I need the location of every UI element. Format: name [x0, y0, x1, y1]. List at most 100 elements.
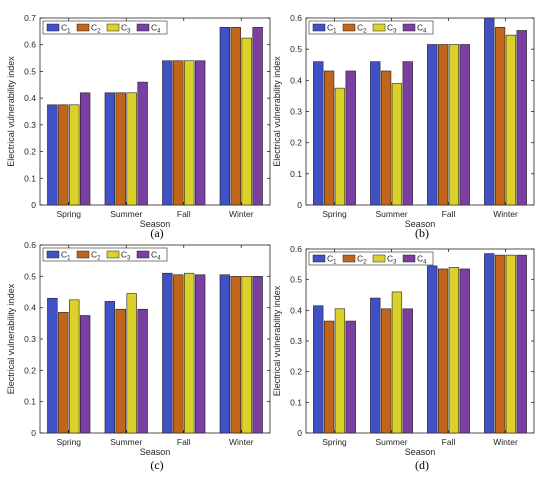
bar — [252, 276, 263, 434]
y-tick-label: 0.5 — [24, 66, 36, 76]
legend-label: C1 — [61, 250, 71, 262]
y-tick-label: 0 — [31, 428, 36, 438]
bar — [459, 268, 470, 434]
bar — [494, 27, 506, 206]
bar — [241, 276, 252, 434]
bar — [391, 291, 403, 434]
bar — [47, 104, 58, 206]
x-tick-label: Winter — [229, 209, 254, 219]
legend-label: C3 — [387, 254, 397, 266]
x-tick-label: Winter — [229, 437, 254, 447]
bar — [126, 293, 137, 434]
panel-label: (d) — [415, 458, 429, 472]
bar — [437, 268, 449, 434]
bar — [313, 61, 324, 206]
y-tick-label: 0.6 — [24, 40, 36, 50]
legend-swatch — [46, 250, 60, 259]
x-axis-label: Season — [405, 447, 436, 457]
y-tick-label: 0.4 — [24, 303, 36, 313]
panel-label: (b) — [415, 226, 429, 240]
bar — [69, 104, 80, 206]
legend-box — [308, 251, 434, 266]
y-tick-label: 0 — [297, 200, 302, 210]
bar — [115, 308, 126, 434]
y-tick-label: 0.2 — [24, 365, 36, 375]
y-tick-label: 0.5 — [24, 271, 36, 281]
legend-swatch — [342, 23, 356, 32]
legend-swatch — [372, 23, 386, 32]
y-tick-label: 0.6 — [290, 244, 302, 254]
bar — [219, 274, 231, 434]
bar — [427, 44, 438, 206]
bar — [104, 92, 116, 206]
y-tick-label: 0 — [31, 200, 36, 210]
y-tick-label: 0.2 — [24, 147, 36, 157]
x-tick-label: Fall — [442, 437, 456, 447]
bar — [402, 308, 413, 434]
bar — [162, 60, 173, 206]
bar — [194, 60, 206, 206]
legend-swatch — [402, 254, 416, 263]
legend-box — [308, 20, 434, 35]
x-tick-label: Spring — [322, 209, 347, 219]
bar — [334, 308, 346, 434]
bar — [448, 267, 460, 434]
x-tick-label: Spring — [56, 209, 81, 219]
bar — [323, 320, 335, 434]
bar — [494, 254, 506, 434]
bar — [313, 305, 324, 434]
bar — [505, 254, 517, 434]
legend-swatch — [402, 23, 416, 32]
bar — [437, 44, 449, 206]
legend-label: C4 — [151, 250, 161, 262]
bar — [370, 61, 381, 206]
y-tick-label: 0.7 — [24, 13, 36, 23]
bar — [115, 92, 126, 206]
bar — [459, 44, 470, 206]
chart-panel-4: 0 0.1 0.2 0.3 0.4 0.5 0.6 Spring Summer Fall Winte… — [272, 244, 535, 472]
legend: C1 C2 C3 C4 — [42, 247, 168, 262]
y-axis-label: Electrical vulnerability index — [6, 283, 16, 394]
bar — [173, 274, 184, 434]
legend: C1 C2 C3 C4 — [42, 20, 168, 35]
y-tick-label: 0.5 — [290, 275, 302, 285]
x-tick-label: Fall — [177, 209, 191, 219]
legend-label: C4 — [417, 23, 427, 35]
chart-panel-2: 0 0.1 0.2 0.3 0.4 0.5 0.6 Spring Summer Fall Winte… — [272, 13, 535, 240]
bar — [58, 104, 69, 206]
legend-label: C2 — [91, 23, 101, 35]
x-tick-label: Fall — [177, 437, 191, 447]
bar — [345, 320, 356, 434]
x-tick-label: Spring — [322, 437, 347, 447]
x-tick-label: Winter — [493, 437, 518, 447]
legend-swatch — [46, 23, 60, 32]
bar — [380, 70, 392, 206]
bar — [516, 254, 527, 434]
bar — [427, 265, 438, 434]
y-tick-label: 0.3 — [290, 107, 302, 117]
legend-swatch — [106, 250, 120, 259]
bar — [219, 27, 231, 206]
bar — [47, 297, 58, 434]
bar — [230, 27, 241, 206]
x-tick-label: Spring — [56, 437, 81, 447]
bar — [391, 83, 403, 206]
legend-label: C4 — [151, 23, 161, 35]
legend-box — [42, 247, 168, 262]
legend-label: C4 — [417, 254, 427, 266]
y-tick-label: 0.5 — [290, 44, 302, 54]
bar — [516, 30, 527, 206]
bar — [173, 60, 184, 206]
bar — [184, 60, 195, 206]
y-tick-label: 0 — [297, 428, 302, 438]
y-tick-label: 0.3 — [24, 120, 36, 130]
x-axis-label: Season — [140, 447, 171, 457]
bar — [345, 70, 356, 206]
bar — [484, 253, 495, 434]
y-tick-label: 0.1 — [290, 169, 302, 179]
legend-label: C1 — [327, 254, 337, 266]
legend-swatch — [136, 23, 150, 32]
legend: C1 C2 C3 C4 — [308, 251, 434, 266]
y-tick-label: 0.1 — [290, 397, 302, 407]
